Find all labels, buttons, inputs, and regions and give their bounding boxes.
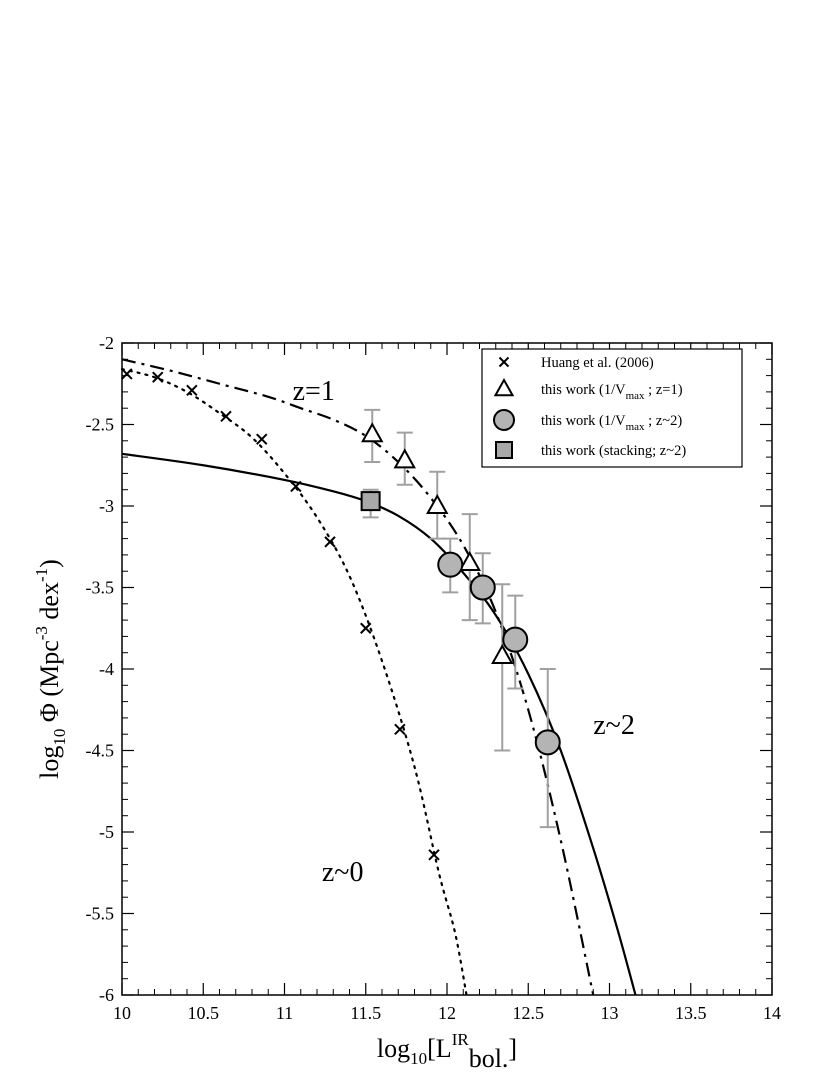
- curve-solid: [121, 452, 637, 996]
- y-label-mid: dex: [35, 582, 64, 626]
- circle-marker: [502, 626, 529, 653]
- cross-marker: [324, 536, 336, 548]
- cross-stroke: [324, 536, 336, 548]
- cross-stroke: [290, 480, 302, 493]
- legend-label-z2: this work (1/Vmax ; z~2): [541, 413, 682, 433]
- cross-stroke: [394, 723, 406, 736]
- x-tick-label: 10.5: [188, 1003, 220, 1023]
- x-tick-label: 12: [438, 1003, 456, 1023]
- legend-symbols: [493, 356, 515, 459]
- x-label-sub2: bol.: [469, 1044, 509, 1073]
- triangle-marker: [458, 551, 481, 572]
- cross-stroke: [152, 371, 164, 383]
- x-tick-label: 13.5: [675, 1003, 707, 1023]
- legend-label-z1: this work (1/Vmax ; z=1): [541, 382, 683, 402]
- annotation-z0: z~0: [322, 857, 364, 888]
- legend-box: [481, 348, 743, 468]
- cross-stroke: [498, 356, 510, 368]
- error-bars: [362, 408, 556, 829]
- square-marker: [360, 491, 381, 512]
- cross-stroke: [220, 410, 232, 423]
- cross-marker: [152, 371, 164, 383]
- y-tick-label: -2: [99, 333, 114, 353]
- cross-stroke: [428, 849, 440, 861]
- cross-marker: [256, 433, 268, 445]
- x-label-close: ]: [508, 1034, 517, 1063]
- y-tick-label: -4.5: [86, 741, 115, 761]
- y-axis-label: log10 Φ (Mpc-3 dex-1): [32, 559, 69, 779]
- y-tick-label: -6: [99, 985, 114, 1005]
- legend: Huang et al. (2006) this work (1/Vmax ; …: [481, 348, 743, 468]
- x-label-open: [L: [427, 1034, 452, 1063]
- tick-labels: 10 10.5 11 11.5 12 12.5 13 13.5 14 -2 -2.5 -3 -3.5 -4…: [86, 333, 782, 1023]
- y-tick-label: -4: [99, 659, 114, 679]
- data-markers: [121, 368, 561, 861]
- x-label-sub: 10: [410, 1049, 427, 1068]
- x-axis-label: log10[LIRbol.]: [377, 1030, 517, 1073]
- cross-stroke: [186, 384, 198, 396]
- x-tick-label: 11: [276, 1003, 293, 1023]
- circle-marker: [437, 551, 464, 578]
- circle-marker: [469, 574, 496, 601]
- curve-dotted: [120, 367, 468, 997]
- legend-z1-post: ; z=1): [645, 382, 683, 398]
- cross-marker: [394, 723, 406, 736]
- x-tick-label: 10: [113, 1003, 131, 1023]
- cross-marker: [428, 849, 440, 861]
- y-label-sup2: -1: [32, 568, 51, 582]
- legend-z1-pre: this work (1/V: [541, 382, 626, 398]
- y-tick-label: -5: [99, 822, 114, 842]
- x-tick-label: 12.5: [513, 1003, 545, 1023]
- y-tick-label: -3.5: [86, 578, 115, 598]
- cross-stroke: [360, 622, 372, 634]
- cross-marker: [121, 368, 133, 380]
- y-tick-label: -3: [99, 496, 114, 516]
- y-label-sup1: -3: [32, 626, 51, 640]
- triangle-marker: [491, 643, 514, 664]
- y-tick-label: -2.5: [86, 415, 115, 435]
- annotation-z2: z~2: [593, 710, 635, 741]
- cross-marker: [498, 356, 510, 368]
- axis-ticks: [121, 342, 773, 996]
- square-marker: [495, 441, 513, 459]
- cross-marker: [290, 480, 302, 493]
- x-tick-label: 13: [601, 1003, 619, 1023]
- legend-z2-post: ; z~2): [645, 413, 683, 429]
- triangle-marker: [493, 377, 515, 397]
- x-label-base: log: [377, 1034, 410, 1063]
- x-label-sup: IR: [452, 1030, 470, 1049]
- x-tick-label: 11.5: [350, 1003, 381, 1023]
- circle-marker: [534, 729, 561, 756]
- triangle-marker: [361, 422, 384, 443]
- cross-marker: [186, 384, 198, 396]
- cross-marker: [220, 410, 232, 423]
- y-label-phi: Φ (Mpc: [35, 640, 64, 728]
- annotation-z1: z=1: [293, 376, 335, 407]
- legend-label-huang: Huang et al. (2006): [541, 355, 654, 371]
- triangle-marker: [426, 493, 449, 514]
- y-label-sub: 10: [50, 729, 69, 746]
- legend-z2-sub: max: [626, 421, 645, 433]
- legend-z1-sub: max: [626, 390, 645, 402]
- cross-stroke: [121, 368, 133, 380]
- y-tick-label: -5.5: [86, 904, 115, 924]
- legend-z2-pre: this work (1/V: [541, 413, 626, 429]
- cross-stroke: [256, 433, 268, 445]
- circle-marker: [493, 409, 515, 431]
- triangle-marker: [393, 448, 416, 469]
- x-tick-label: 14: [763, 1003, 781, 1023]
- cross-marker: [360, 622, 372, 634]
- y-label-close: ): [35, 559, 64, 568]
- legend-label-stacking: this work (stacking; z~2): [541, 443, 686, 459]
- y-label-base: log: [35, 746, 64, 779]
